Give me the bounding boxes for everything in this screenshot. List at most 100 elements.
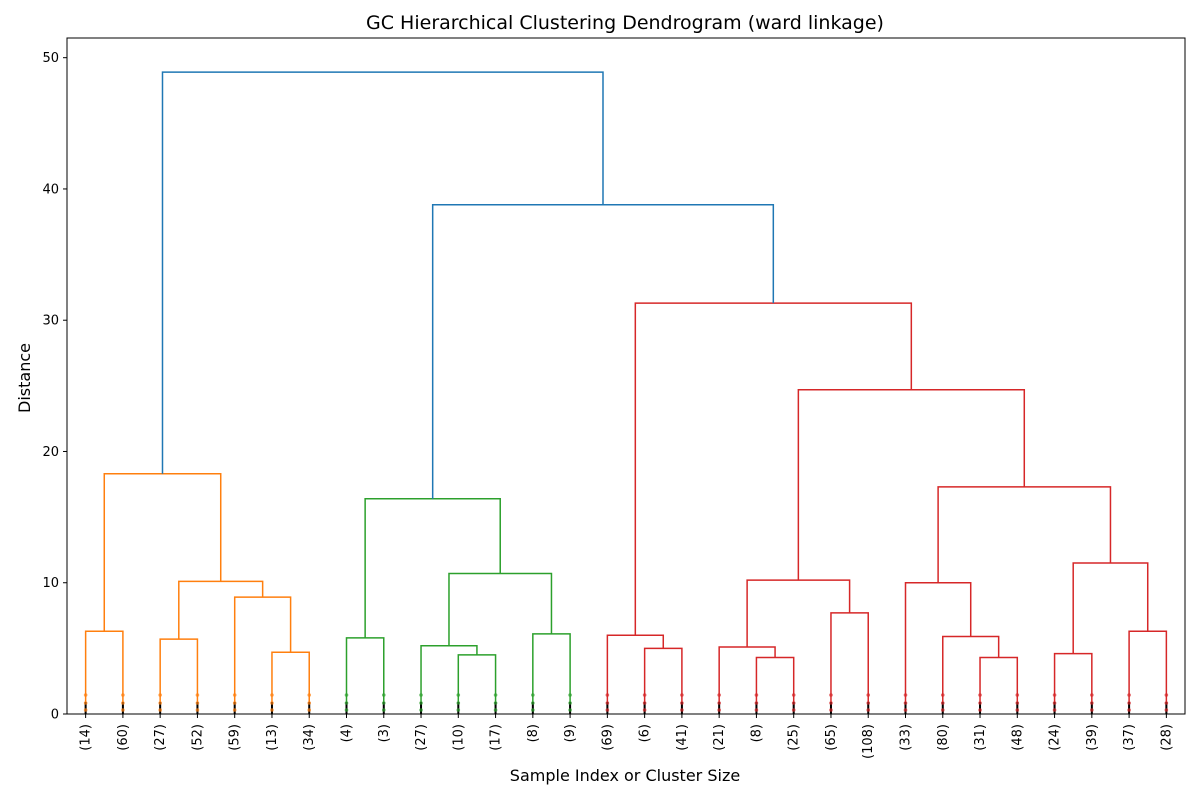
merge-link bbox=[84, 630, 124, 714]
leaf-marker bbox=[1052, 701, 1057, 705]
merge-link bbox=[755, 656, 795, 714]
leaf-marker bbox=[381, 701, 386, 705]
leaf-marker bbox=[568, 693, 572, 697]
leaf-marker bbox=[1090, 693, 1094, 697]
leaf-marker bbox=[754, 701, 759, 705]
leaf-markers bbox=[83, 693, 1169, 714]
merge-link bbox=[103, 473, 222, 632]
leaf-marker bbox=[121, 708, 125, 712]
leaf-marker bbox=[680, 708, 684, 712]
merge-link bbox=[420, 644, 478, 714]
leaf-label: (6) bbox=[638, 724, 653, 742]
leaf-label: (69) bbox=[600, 724, 615, 751]
merge-link bbox=[797, 389, 1026, 581]
leaf-marker bbox=[680, 693, 684, 697]
merge-link bbox=[606, 634, 665, 714]
merge-link bbox=[904, 581, 972, 714]
leaf-label: (80) bbox=[936, 724, 951, 751]
leaf-marker bbox=[381, 708, 386, 712]
leaf-marker bbox=[456, 708, 461, 712]
leaf-label: (52) bbox=[190, 724, 205, 751]
leaf-marker bbox=[1164, 708, 1169, 712]
leaf-marker bbox=[940, 693, 945, 697]
leaf-marker bbox=[419, 701, 423, 705]
leaf-marker bbox=[232, 701, 237, 705]
leaf-marker bbox=[531, 701, 535, 705]
y-tick-label: 20 bbox=[42, 445, 59, 460]
leaf-label: (60) bbox=[116, 724, 131, 751]
dendrogram-links bbox=[84, 71, 1168, 714]
leaf-marker bbox=[605, 693, 610, 697]
merge-link bbox=[233, 596, 292, 714]
leaf-marker bbox=[866, 708, 871, 712]
leaf-marker bbox=[978, 701, 982, 705]
y-tick-label: 40 bbox=[42, 182, 59, 197]
merge-link bbox=[448, 572, 553, 646]
leaf-marker bbox=[903, 693, 908, 697]
leaf-marker bbox=[1090, 708, 1094, 712]
leaf-marker bbox=[158, 708, 162, 712]
leaf-marker bbox=[568, 701, 572, 705]
leaf-marker bbox=[1164, 701, 1169, 705]
leaf-marker bbox=[121, 701, 125, 705]
leaf-marker bbox=[717, 708, 721, 712]
leaf-marker bbox=[829, 708, 833, 712]
merge-link bbox=[634, 302, 913, 636]
merge-link bbox=[431, 203, 775, 499]
leaf-marker bbox=[866, 693, 871, 697]
x-axis-ticks: (14) (60) (27) (52) (59) (13) (34) (4) (3) (27) (1… bbox=[79, 714, 1174, 759]
leaf-label: (9) bbox=[563, 724, 578, 742]
leaf-marker bbox=[1052, 693, 1057, 697]
leaf-marker bbox=[642, 701, 647, 705]
leaf-marker bbox=[493, 693, 498, 697]
leaf-marker bbox=[195, 708, 200, 712]
leaf-marker bbox=[83, 708, 88, 712]
leaf-marker bbox=[307, 701, 312, 705]
y-tick-label: 10 bbox=[42, 576, 59, 591]
leaf-marker bbox=[791, 708, 796, 712]
leaf-marker bbox=[1015, 693, 1020, 697]
leaf-label: (4) bbox=[340, 724, 355, 742]
leaf-label: (13) bbox=[265, 724, 280, 751]
y-tick-label: 50 bbox=[42, 51, 59, 66]
leaf-label: (39) bbox=[1085, 724, 1100, 751]
leaf-label: (41) bbox=[675, 724, 690, 751]
leaf-marker bbox=[642, 708, 647, 712]
merge-link bbox=[979, 656, 1019, 714]
leaf-marker bbox=[1015, 708, 1020, 712]
leaf-marker bbox=[940, 701, 945, 705]
leaf-marker bbox=[866, 701, 871, 705]
chart-title: GC Hierarchical Clustering Dendrogram (w… bbox=[366, 12, 884, 34]
leaf-marker bbox=[978, 708, 982, 712]
leaf-label: (8) bbox=[749, 724, 764, 742]
leaf-marker bbox=[270, 701, 274, 705]
leaf-label: (24) bbox=[1048, 724, 1063, 751]
merge-link bbox=[643, 647, 683, 714]
merge-link bbox=[1072, 562, 1149, 654]
leaf-label: (108) bbox=[861, 724, 876, 759]
leaf-marker bbox=[83, 701, 88, 705]
y-tick-label: 30 bbox=[42, 314, 59, 329]
merge-link bbox=[746, 579, 851, 648]
merge-link bbox=[345, 637, 385, 714]
leaf-label: (33) bbox=[899, 724, 914, 751]
leaf-label: (25) bbox=[787, 724, 802, 751]
leaf-marker bbox=[680, 701, 684, 705]
leaf-marker bbox=[121, 693, 125, 697]
merge-link bbox=[159, 638, 199, 714]
merge-link bbox=[830, 612, 869, 714]
leaf-marker bbox=[344, 701, 349, 705]
leaf-label: (34) bbox=[302, 724, 317, 751]
leaf-marker bbox=[829, 701, 833, 705]
leaf-marker bbox=[754, 693, 759, 697]
leaf-label: (37) bbox=[1122, 724, 1137, 751]
merge-link bbox=[161, 71, 604, 474]
y-axis-label: Distance bbox=[15, 343, 34, 413]
leaf-label: (21) bbox=[712, 724, 727, 751]
leaf-marker bbox=[791, 701, 796, 705]
leaf-marker bbox=[1127, 701, 1131, 705]
leaf-label: (31) bbox=[973, 724, 988, 751]
leaf-marker bbox=[829, 693, 833, 697]
leaf-label: (17) bbox=[489, 724, 504, 751]
